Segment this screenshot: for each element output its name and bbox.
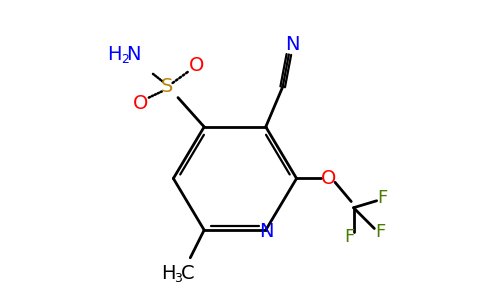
Text: F: F [376, 223, 386, 241]
Text: F: F [345, 228, 355, 246]
Text: H: H [107, 45, 122, 64]
Text: C: C [181, 264, 194, 283]
Text: 3: 3 [174, 272, 182, 285]
Text: N: N [285, 35, 299, 54]
Text: S: S [161, 77, 173, 96]
Text: N: N [126, 45, 140, 64]
Text: O: O [133, 94, 148, 113]
Text: 2: 2 [121, 53, 129, 66]
Text: O: O [321, 169, 336, 188]
Text: F: F [378, 190, 388, 208]
Text: O: O [189, 56, 204, 75]
Text: H: H [162, 264, 176, 283]
Text: N: N [259, 222, 274, 241]
